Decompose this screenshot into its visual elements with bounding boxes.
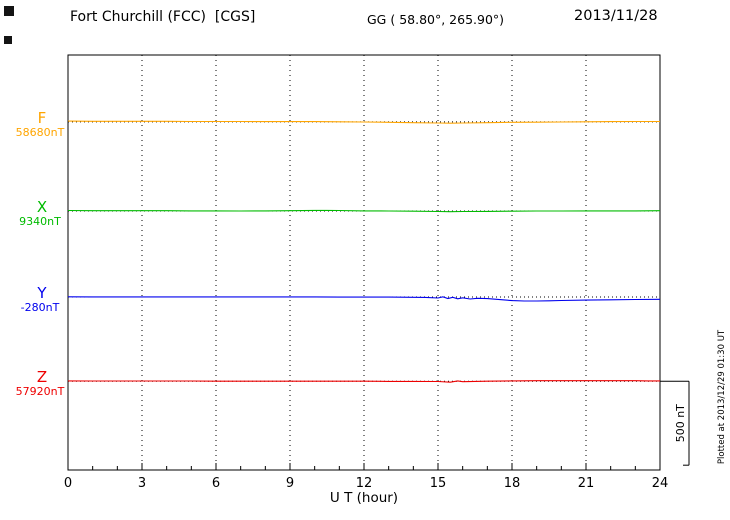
geo-coordinates: GG ( 58.80°, 265.90°) (367, 12, 505, 27)
svg-text:12: 12 (356, 476, 373, 491)
svg-text:24: 24 (652, 476, 669, 491)
svg-text:9: 9 (286, 476, 294, 491)
component-value-X: 9340nT (19, 215, 61, 228)
component-label-F: F (38, 109, 47, 127)
component-label-Z: Z (37, 368, 47, 386)
component-value-F: 58680nT (16, 126, 65, 139)
trace-Z (67, 380, 660, 383)
svg-text:3: 3 (138, 476, 146, 491)
trace-F (67, 120, 660, 124)
trace-Y (67, 296, 661, 302)
svg-text:0: 0 (64, 476, 72, 491)
svg-text:18: 18 (504, 476, 521, 491)
station-title: Fort Churchill (FCC) [CGS] (70, 9, 256, 25)
svg-text:6: 6 (212, 476, 220, 491)
series-Y: Y-280nT (21, 284, 661, 314)
stray-mark-left (4, 36, 12, 44)
x-axis-title: U T (hour) (329, 490, 399, 506)
stray-mark-top-left (4, 6, 14, 16)
svg-text:21: 21 (578, 476, 595, 491)
x-ticks (67, 463, 661, 470)
component-label-X: X (37, 198, 47, 216)
component-value-Y: -280nT (21, 301, 60, 314)
svg-text:15: 15 (430, 476, 447, 491)
plot-border (67, 54, 661, 471)
scale-bar-label: 500 nT (674, 404, 687, 442)
plotted-at-note: Plotted at 2013/12/29 01:30 UT (717, 329, 727, 464)
component-value-Z: 57920nT (16, 385, 65, 398)
component-label-Y: Y (36, 284, 47, 302)
plot-date: 2013/11/28 (574, 8, 658, 24)
gridlines (141, 55, 587, 470)
scale-bar (660, 380, 690, 466)
trace-X (67, 209, 661, 213)
x-tick-labels: 0 3 6 9 12 15 18 21 24 (64, 476, 668, 491)
